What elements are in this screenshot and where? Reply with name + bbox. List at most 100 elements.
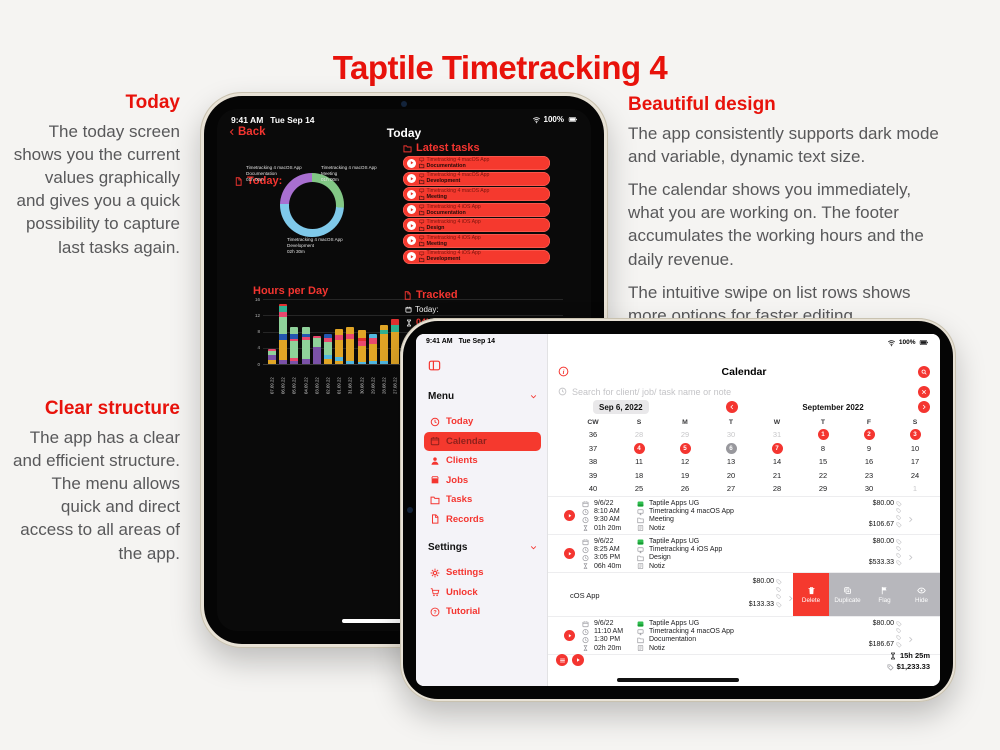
latest-task-row[interactable]: Timetracking 4 macOS App Development <box>403 171 550 186</box>
sidebar-item-calendar[interactable]: Calendar <box>424 431 541 451</box>
play-task-button[interactable] <box>407 252 416 262</box>
calendar-day[interactable]: 23 <box>864 470 874 480</box>
sidebar-item-tasks[interactable]: Tasks <box>424 490 541 510</box>
x-axis-tick: 04.09.22 <box>303 377 309 394</box>
calendar-day[interactable]: 31 <box>772 430 782 440</box>
calendar-day[interactable]: 21 <box>772 470 782 480</box>
clock-icon <box>558 387 567 396</box>
calendar-day[interactable]: 5 <box>662 442 708 456</box>
flag-button[interactable]: Flag <box>866 573 903 616</box>
previous-month-button[interactable] <box>726 401 738 413</box>
delete-button[interactable]: Delete <box>793 573 829 616</box>
play-task-button[interactable] <box>407 205 416 215</box>
record-play-button[interactable] <box>564 510 575 521</box>
search-button[interactable] <box>918 365 930 378</box>
latest-task-row[interactable]: Timetracking 4 macOS App Meeting <box>403 187 550 202</box>
doc-icon <box>234 176 243 186</box>
latest-task-row[interactable]: Timetracking 4 iOS App Development <box>403 249 550 264</box>
hide-button[interactable]: Hide <box>903 573 940 616</box>
play-task-button[interactable] <box>407 220 416 230</box>
calendar-day[interactable]: 30 <box>726 430 736 440</box>
calendar-day[interactable]: 30 <box>864 484 874 494</box>
settings-section-header[interactable]: Settings <box>428 542 537 553</box>
calendar-day[interactable]: 1 <box>912 484 918 494</box>
folder-icon <box>419 241 425 247</box>
cal-icon <box>582 538 589 546</box>
play-task-button[interactable] <box>407 174 416 184</box>
calendar-day[interactable]: 16 <box>864 457 874 467</box>
chevR-icon <box>907 516 914 523</box>
calendar-day[interactable]: 29 <box>818 484 828 494</box>
calendar-day[interactable]: 20 <box>726 470 736 480</box>
sidebar-item-clients[interactable]: Clients <box>424 451 541 471</box>
calendar-day[interactable]: 17 <box>910 457 920 467</box>
start-timer-fab-button[interactable] <box>572 654 584 666</box>
play-icon <box>409 160 415 166</box>
record-row[interactable]: 9/6/22 Taptile Apps UG 11:10 AM Timetracki… <box>548 617 940 655</box>
record-row[interactable]: 9/6/22 Taptile Apps UG 8:25 AM Timetrackin… <box>548 535 940 573</box>
menu-fab-button[interactable] <box>556 654 568 666</box>
calendar-day[interactable]: 15 <box>818 457 828 467</box>
record-detail-chevron[interactable] <box>907 631 914 649</box>
monitor-icon <box>419 251 425 257</box>
play-task-button[interactable] <box>407 158 416 168</box>
sidebar-item-jobs[interactable]: Jobs <box>424 471 541 491</box>
record-detail-chevron[interactable] <box>907 549 914 567</box>
calendar-day[interactable]: 9 <box>866 443 872 453</box>
calendar-day[interactable]: 26 <box>680 484 690 494</box>
sidebar-item-unlock[interactable]: Unlock <box>424 583 541 603</box>
date-chip[interactable]: Sep 6, 2022 <box>593 400 649 414</box>
calendar-day[interactable]: 18 <box>634 470 644 480</box>
back-button[interactable]: Back <box>228 126 266 138</box>
calendar-day[interactable]: 2 <box>846 428 892 442</box>
calendar-day[interactable]: 7 <box>754 442 800 456</box>
calendar-day[interactable]: 19 <box>680 470 690 480</box>
calendar-day[interactable]: 22 <box>818 470 828 480</box>
menu-section-header[interactable]: Menu <box>428 391 537 402</box>
sidebar-item-records[interactable]: Records <box>424 510 541 530</box>
calendar-day[interactable]: 25 <box>634 484 644 494</box>
sidebar-item-today[interactable]: Today <box>424 412 541 432</box>
sidebar-item-settings[interactable]: Settings <box>424 563 541 583</box>
calendar-day[interactable]: 8 <box>820 443 826 453</box>
calendar-day[interactable]: 10 <box>910 443 920 453</box>
latest-task-row[interactable]: Timetracking 4 macOS App Documentation <box>403 156 550 170</box>
sidebar-toggle-button[interactable] <box>428 359 441 372</box>
calendar-day[interactable]: 24 <box>910 470 920 480</box>
search-field[interactable]: Search for client/ job/ task name or not… <box>558 385 930 398</box>
tag-icon <box>895 514 902 521</box>
calendar-day[interactable]: 28 <box>634 430 644 440</box>
record-duration: 02h 20m <box>594 644 622 652</box>
calendar-day[interactable]: 14 <box>772 457 782 467</box>
latest-task-row[interactable]: Timetracking 4 iOS App Design <box>403 218 550 233</box>
play-task-button[interactable] <box>407 189 416 199</box>
calendar-day[interactable]: 28 <box>772 484 782 494</box>
duplicate-button[interactable]: Duplicate <box>829 573 866 616</box>
next-month-button[interactable] <box>918 401 930 413</box>
info-button[interactable]: i <box>558 363 569 381</box>
calendar-day[interactable]: 1 <box>800 428 846 442</box>
latest-task-row[interactable]: Timetracking 4 iOS App Meeting <box>403 233 550 248</box>
play-task-button[interactable] <box>407 236 416 246</box>
x-axis-tick: 06.09.22 <box>280 377 286 394</box>
calendar-day[interactable]: 13 <box>726 457 736 467</box>
calendar-day[interactable]: 4 <box>616 442 662 456</box>
record-row[interactable]: 9/6/22 Taptile Apps UG 8:10 AM Timetrackin… <box>548 497 940 535</box>
clear-search-button[interactable] <box>918 385 930 398</box>
calendar-day[interactable]: 12 <box>680 457 690 467</box>
sidebar-item-tutorial[interactable]: ? Tutorial <box>424 602 541 622</box>
calendar-day[interactable]: 3 <box>892 428 938 442</box>
record-play-button[interactable] <box>564 630 575 641</box>
home-indicator[interactable] <box>617 678 739 682</box>
tag-icon <box>896 500 902 507</box>
record-row-swiped[interactable]: cOS App $80.00 $133.33 Delete Duplicate Fl… <box>548 573 940 617</box>
record-play-button[interactable] <box>564 548 575 559</box>
calendar-grid: CW S M T W T F S 36 28 29 30 31 1 2 3 37 4 5 6 7 8 9 10 38 11 12 13… <box>570 416 938 496</box>
calendar-day[interactable]: 29 <box>680 430 690 440</box>
calendar-day-selected[interactable]: 6 <box>708 442 754 456</box>
wifi-icon <box>532 116 541 124</box>
calendar-day[interactable]: 11 <box>635 457 643 467</box>
latest-task-row[interactable]: Timetracking 4 iOS App Documentation <box>403 202 550 217</box>
calendar-day[interactable]: 27 <box>726 484 736 494</box>
record-detail-chevron[interactable] <box>907 511 914 529</box>
